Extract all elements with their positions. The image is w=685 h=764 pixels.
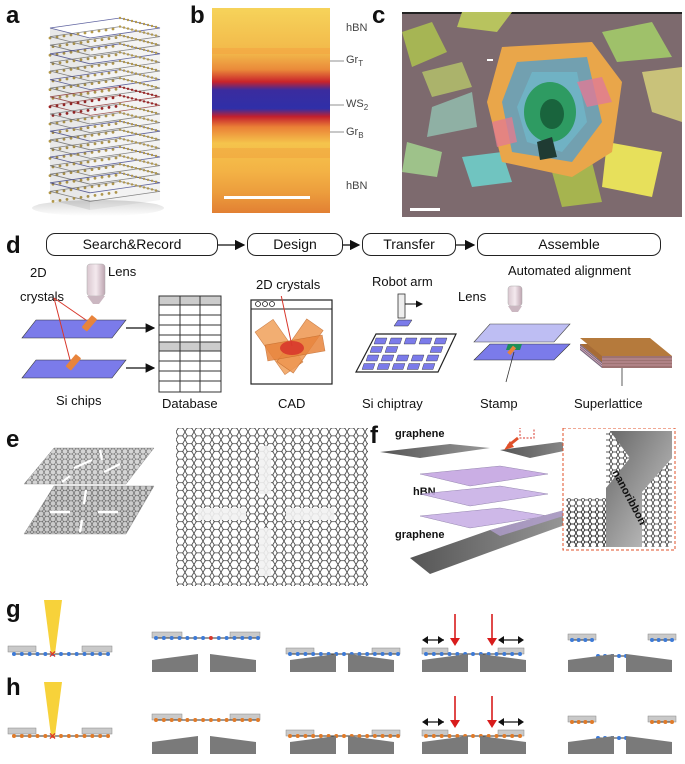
si-chip-2 [21, 359, 127, 379]
panel-label-b: b [190, 2, 205, 29]
chiptray-illustration [355, 293, 457, 373]
label-graphene-bottom: graphene [395, 529, 445, 541]
database-table-2 [158, 341, 222, 393]
stacked-graphene-hbn-illustration [380, 428, 676, 574]
label-hbn-top: hBN [346, 22, 368, 34]
panel-label-h: h [6, 674, 21, 701]
panel-label-a: a [6, 2, 20, 29]
svg-text:×: × [49, 729, 56, 743]
label-gr-bottom: GrB [346, 126, 364, 141]
label-automated-alignment: Automated alignment [508, 263, 631, 278]
superlattice-stack [579, 338, 672, 386]
label-lens-2: Lens [458, 289, 487, 304]
label-gr-top: GrT [346, 54, 364, 69]
label-ws2: WS2 [346, 98, 369, 113]
label-database: Database [162, 396, 218, 411]
label-si-chiptray: Si chiptray [362, 396, 423, 411]
label-si-chips: Si chips [56, 393, 102, 408]
label-cad: CAD [278, 396, 306, 411]
panel-label-g: g [6, 596, 21, 623]
label-2d: 2D [30, 265, 47, 280]
label-superlattice: Superlattice [574, 396, 643, 411]
cad-window-illustration [250, 296, 333, 385]
scale-bar [410, 208, 440, 211]
label-robot-arm: Robot arm [372, 274, 433, 289]
panel-label-f: f [370, 422, 378, 449]
nanopore-lattice-illustration [23, 428, 368, 586]
label-lens-1: Lens [108, 264, 137, 279]
panel-g-process-steps: × [7, 600, 677, 672]
step-search-record: Search&Record [46, 233, 218, 256]
label-crystals: crystals [20, 289, 65, 304]
panel-label-e: e [6, 426, 20, 453]
step-design: Design [247, 233, 343, 256]
panel-label-d: d [6, 232, 21, 259]
panel-label-c: c [372, 2, 386, 29]
step-assemble: Assemble [477, 233, 661, 256]
heterostructure-crystal-render [32, 16, 164, 216]
database-table-1 [158, 295, 222, 347]
label-graphene-top: graphene [395, 428, 445, 440]
label-stamp: Stamp [480, 396, 518, 411]
scale-bar [224, 196, 310, 199]
workflow-arrows [218, 239, 476, 251]
step-transfer: Transfer [362, 233, 456, 256]
search-record-illustration [21, 263, 222, 393]
svg-text:×: × [49, 647, 56, 661]
label-2d-crystals-cad: 2D crystals [256, 277, 321, 292]
si-chip-1 [21, 319, 127, 339]
panel-h-process-steps: × [7, 682, 677, 754]
label-hbn-bottom: hBN [346, 180, 368, 192]
panel-b-tick-lines [330, 60, 344, 133]
cross-section-microscopy-image [212, 8, 330, 213]
optical-micrograph-flakes [402, 12, 682, 217]
assembly-illustration [473, 285, 672, 386]
